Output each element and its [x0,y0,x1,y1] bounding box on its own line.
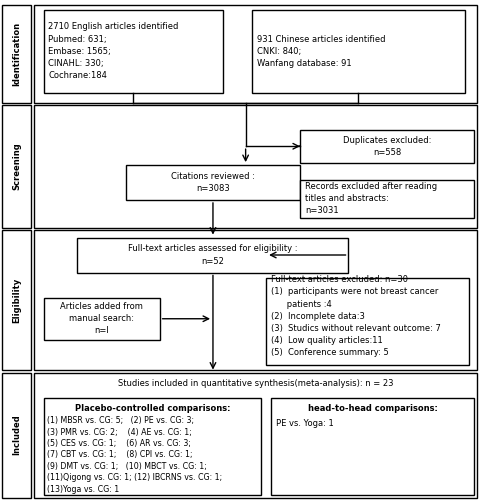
Text: Eligibility: Eligibility [13,278,21,322]
FancyBboxPatch shape [126,165,300,200]
Text: (5) CES vs. CG: 1;    (6) AR vs. CG: 3;: (5) CES vs. CG: 1; (6) AR vs. CG: 3; [47,439,191,448]
FancyBboxPatch shape [300,130,474,162]
FancyBboxPatch shape [34,105,477,228]
Text: Duplicates excluded:
n=558: Duplicates excluded: n=558 [343,136,431,157]
FancyBboxPatch shape [2,230,31,370]
Text: PE vs. Yoga: 1: PE vs. Yoga: 1 [276,419,333,428]
Text: Full-text articles excluded: n=30
(1)  participants were not breast cancer
     : Full-text articles excluded: n=30 (1) pa… [271,276,441,357]
FancyBboxPatch shape [2,372,31,498]
FancyBboxPatch shape [34,230,477,370]
Text: Included: Included [13,414,21,456]
Text: (13)Yoga vs. CG: 1: (13)Yoga vs. CG: 1 [47,485,119,494]
Text: 931 Chinese articles identified
CNKI: 840;
Wanfang database: 91: 931 Chinese articles identified CNKI: 84… [257,34,385,68]
Text: (3) PMR vs. CG: 2;    (4) AE vs. CG: 1;: (3) PMR vs. CG: 2; (4) AE vs. CG: 1; [47,428,192,436]
FancyBboxPatch shape [77,238,348,272]
Text: Articles added from
manual search:
n=l: Articles added from manual search: n=l [60,302,143,336]
FancyBboxPatch shape [252,10,465,92]
Text: (9) DMT vs. CG: 1;   (10) MBCT vs. CG: 1;: (9) DMT vs. CG: 1; (10) MBCT vs. CG: 1; [47,462,207,471]
Text: head-to-head comparisons:: head-to-head comparisons: [308,404,438,413]
FancyBboxPatch shape [34,372,477,498]
Text: Full-text articles assessed for eligibility :
n=52: Full-text articles assessed for eligibil… [128,244,298,266]
Text: Records excluded after reading
titles and abstracts:
n=3031: Records excluded after reading titles an… [305,182,437,216]
FancyBboxPatch shape [34,5,477,102]
FancyBboxPatch shape [44,10,223,92]
FancyBboxPatch shape [300,180,474,218]
FancyBboxPatch shape [271,398,474,495]
Text: Placebo-controlled comparisons:: Placebo-controlled comparisons: [75,404,230,413]
Text: Screening: Screening [13,142,21,190]
Text: Studies included in quantitative synthesis(meta-analysis): n = 23: Studies included in quantitative synthes… [118,379,393,388]
Text: (7) CBT vs. CG: 1;    (8) CPI vs. CG: 1;: (7) CBT vs. CG: 1; (8) CPI vs. CG: 1; [47,450,193,460]
FancyBboxPatch shape [2,5,31,102]
Text: Identification: Identification [13,22,21,86]
FancyBboxPatch shape [2,105,31,228]
Text: 2710 English articles identified
Pubmed: 631;
Embase: 1565;
CINAHL: 330;
Cochran: 2710 English articles identified Pubmed:… [48,22,179,80]
FancyBboxPatch shape [44,398,261,495]
Text: Citations reviewed :
n=3083: Citations reviewed : n=3083 [171,172,255,193]
Text: (11)Qigong vs. CG: 1; (12) IBCRNS vs. CG: 1;: (11)Qigong vs. CG: 1; (12) IBCRNS vs. CG… [47,474,222,482]
Text: (1) MBSR vs. CG: 5;   (2) PE vs. CG: 3;: (1) MBSR vs. CG: 5; (2) PE vs. CG: 3; [47,416,194,425]
FancyBboxPatch shape [44,298,160,340]
FancyBboxPatch shape [266,278,469,365]
